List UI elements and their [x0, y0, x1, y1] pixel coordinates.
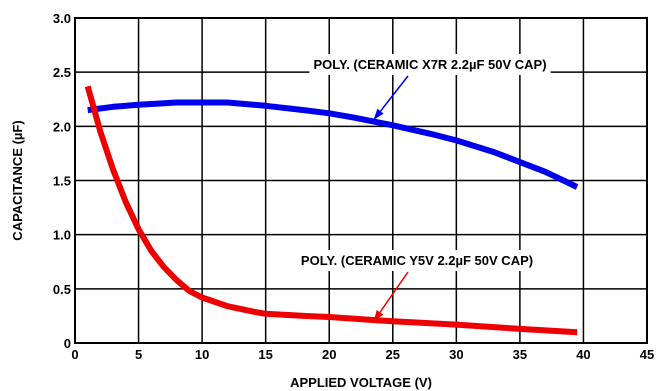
x-axis-title: APPLIED VOLTAGE (V): [290, 375, 432, 390]
y-tick-label: 2.5: [53, 65, 71, 80]
x-tick-label: 40: [576, 347, 590, 362]
y-axis-title: CAPACITANCE (µF): [10, 120, 25, 240]
annotation-arrowhead: [373, 310, 384, 322]
annotation-label: POLY. (CERAMIC X7R 2.2µF 50V CAP): [313, 57, 546, 72]
annotation-bg: [296, 250, 538, 271]
y-tick-label: 3.0: [53, 11, 71, 26]
x-tick-label: 20: [322, 347, 336, 362]
annotation-label: POLY. (CERAMIC Y5V 2.2µF 50V CAP): [301, 253, 533, 268]
series-layer: [84, 85, 579, 336]
x-tick-label: 15: [258, 347, 272, 362]
annotation-arrowhead: [373, 108, 384, 120]
series-line-0: [87, 99, 579, 190]
y-tick-labels: 0 0.5 1.0 1.5 2.0 2.5 3.0: [53, 11, 71, 351]
plot-frame: [74, 17, 648, 344]
y-tick-label: 2.0: [53, 119, 71, 134]
x-tick-label: 35: [513, 347, 527, 362]
x-tick-label: 45: [640, 347, 654, 362]
x-tick-labels: 0 5 10 15 20 25 30 35 40 45: [71, 347, 654, 362]
x-tick-label: 0: [71, 347, 78, 362]
x-tick-label: 10: [195, 347, 209, 362]
series-line-1: [84, 85, 578, 336]
y-tick-label: 1.5: [53, 174, 71, 189]
x-tick-label: 25: [386, 347, 400, 362]
x-tick-label: 30: [449, 347, 463, 362]
annotation-bg: [309, 54, 551, 75]
annotation-layer: POLY. (CERAMIC X7R 2.2µF 50V CAP) POLY. (…: [296, 54, 551, 322]
y-tick-label: 0.5: [53, 282, 71, 297]
y-tick-label: 0: [64, 336, 71, 351]
y-tick-label: 1.0: [53, 228, 71, 243]
x-tick-label: 5: [135, 347, 142, 362]
